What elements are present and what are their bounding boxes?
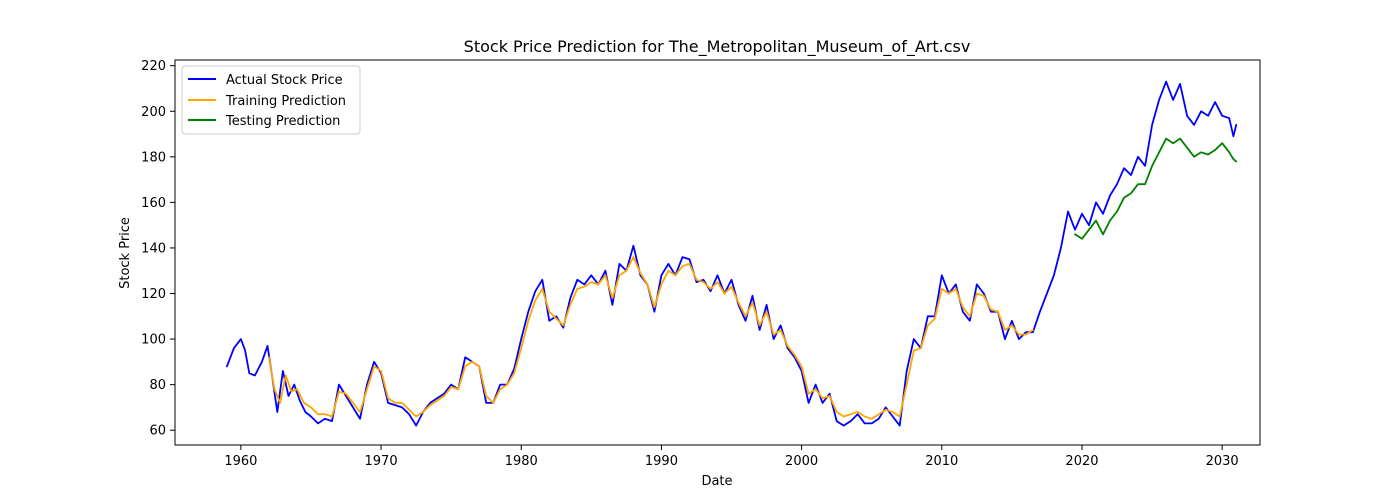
axes-frame [174,59,1261,446]
legend-label-actual: Actual Stock Price [226,73,343,88]
legend-label-training: Training Prediction [225,94,346,109]
y-axis: 60 80 100 120 140 160 180 200 220 [141,59,175,439]
x-axis-label: Date [701,474,732,489]
y-tick-label: 200 [141,105,166,120]
x-tick-label: 2030 [1206,454,1239,469]
x-tick-label: 2010 [925,454,958,469]
chart-title: Stock Price Prediction for The_Metropoli… [464,37,971,57]
y-axis-label: Stock Price [118,217,133,289]
axes-layer [174,59,1261,446]
series-layer [226,80,1238,427]
legend-box [181,65,361,135]
y-tick-label: 140 [141,241,166,256]
y-tick-label: 60 [149,424,166,439]
y-tick-label: 80 [149,378,166,393]
x-tick-label: 2000 [785,454,818,469]
legend-label-testing: Testing Prediction [225,114,340,129]
x-tick-label: 1990 [645,454,678,469]
series-line-testing [1074,137,1238,240]
x-tick-label: 1960 [224,454,257,469]
x-tick-label: 1970 [365,454,398,469]
y-tick-label: 100 [141,333,166,348]
y-tick-label: 120 [141,287,166,302]
legend: Actual Stock Price Training Prediction T… [181,65,361,135]
y-tick-label: 220 [141,59,166,74]
y-tick-label: 180 [141,150,166,165]
x-tick-label: 1980 [505,454,538,469]
x-tick-label: 2020 [1065,454,1098,469]
series-line-training [268,256,1034,420]
y-tick-label: 160 [141,196,166,211]
x-axis: 1960 1970 1980 1990 2000 2010 2020 2030 [224,445,1239,469]
